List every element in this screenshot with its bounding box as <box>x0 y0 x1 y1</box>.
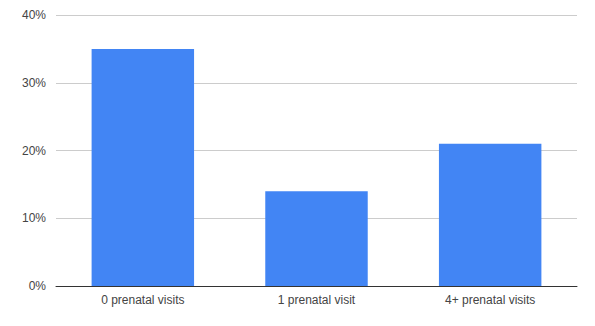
svg-text:0 prenatal visits: 0 prenatal visits <box>101 293 184 307</box>
svg-text:40%: 40% <box>22 8 46 22</box>
svg-text:30%: 30% <box>22 76 46 90</box>
svg-text:10%: 10% <box>22 211 46 225</box>
svg-text:20%: 20% <box>22 144 46 158</box>
svg-text:0%: 0% <box>29 279 47 293</box>
svg-text:1 prenatal visit: 1 prenatal visit <box>278 293 356 307</box>
svg-text:4+ prenatal visits: 4+ prenatal visits <box>445 293 535 307</box>
